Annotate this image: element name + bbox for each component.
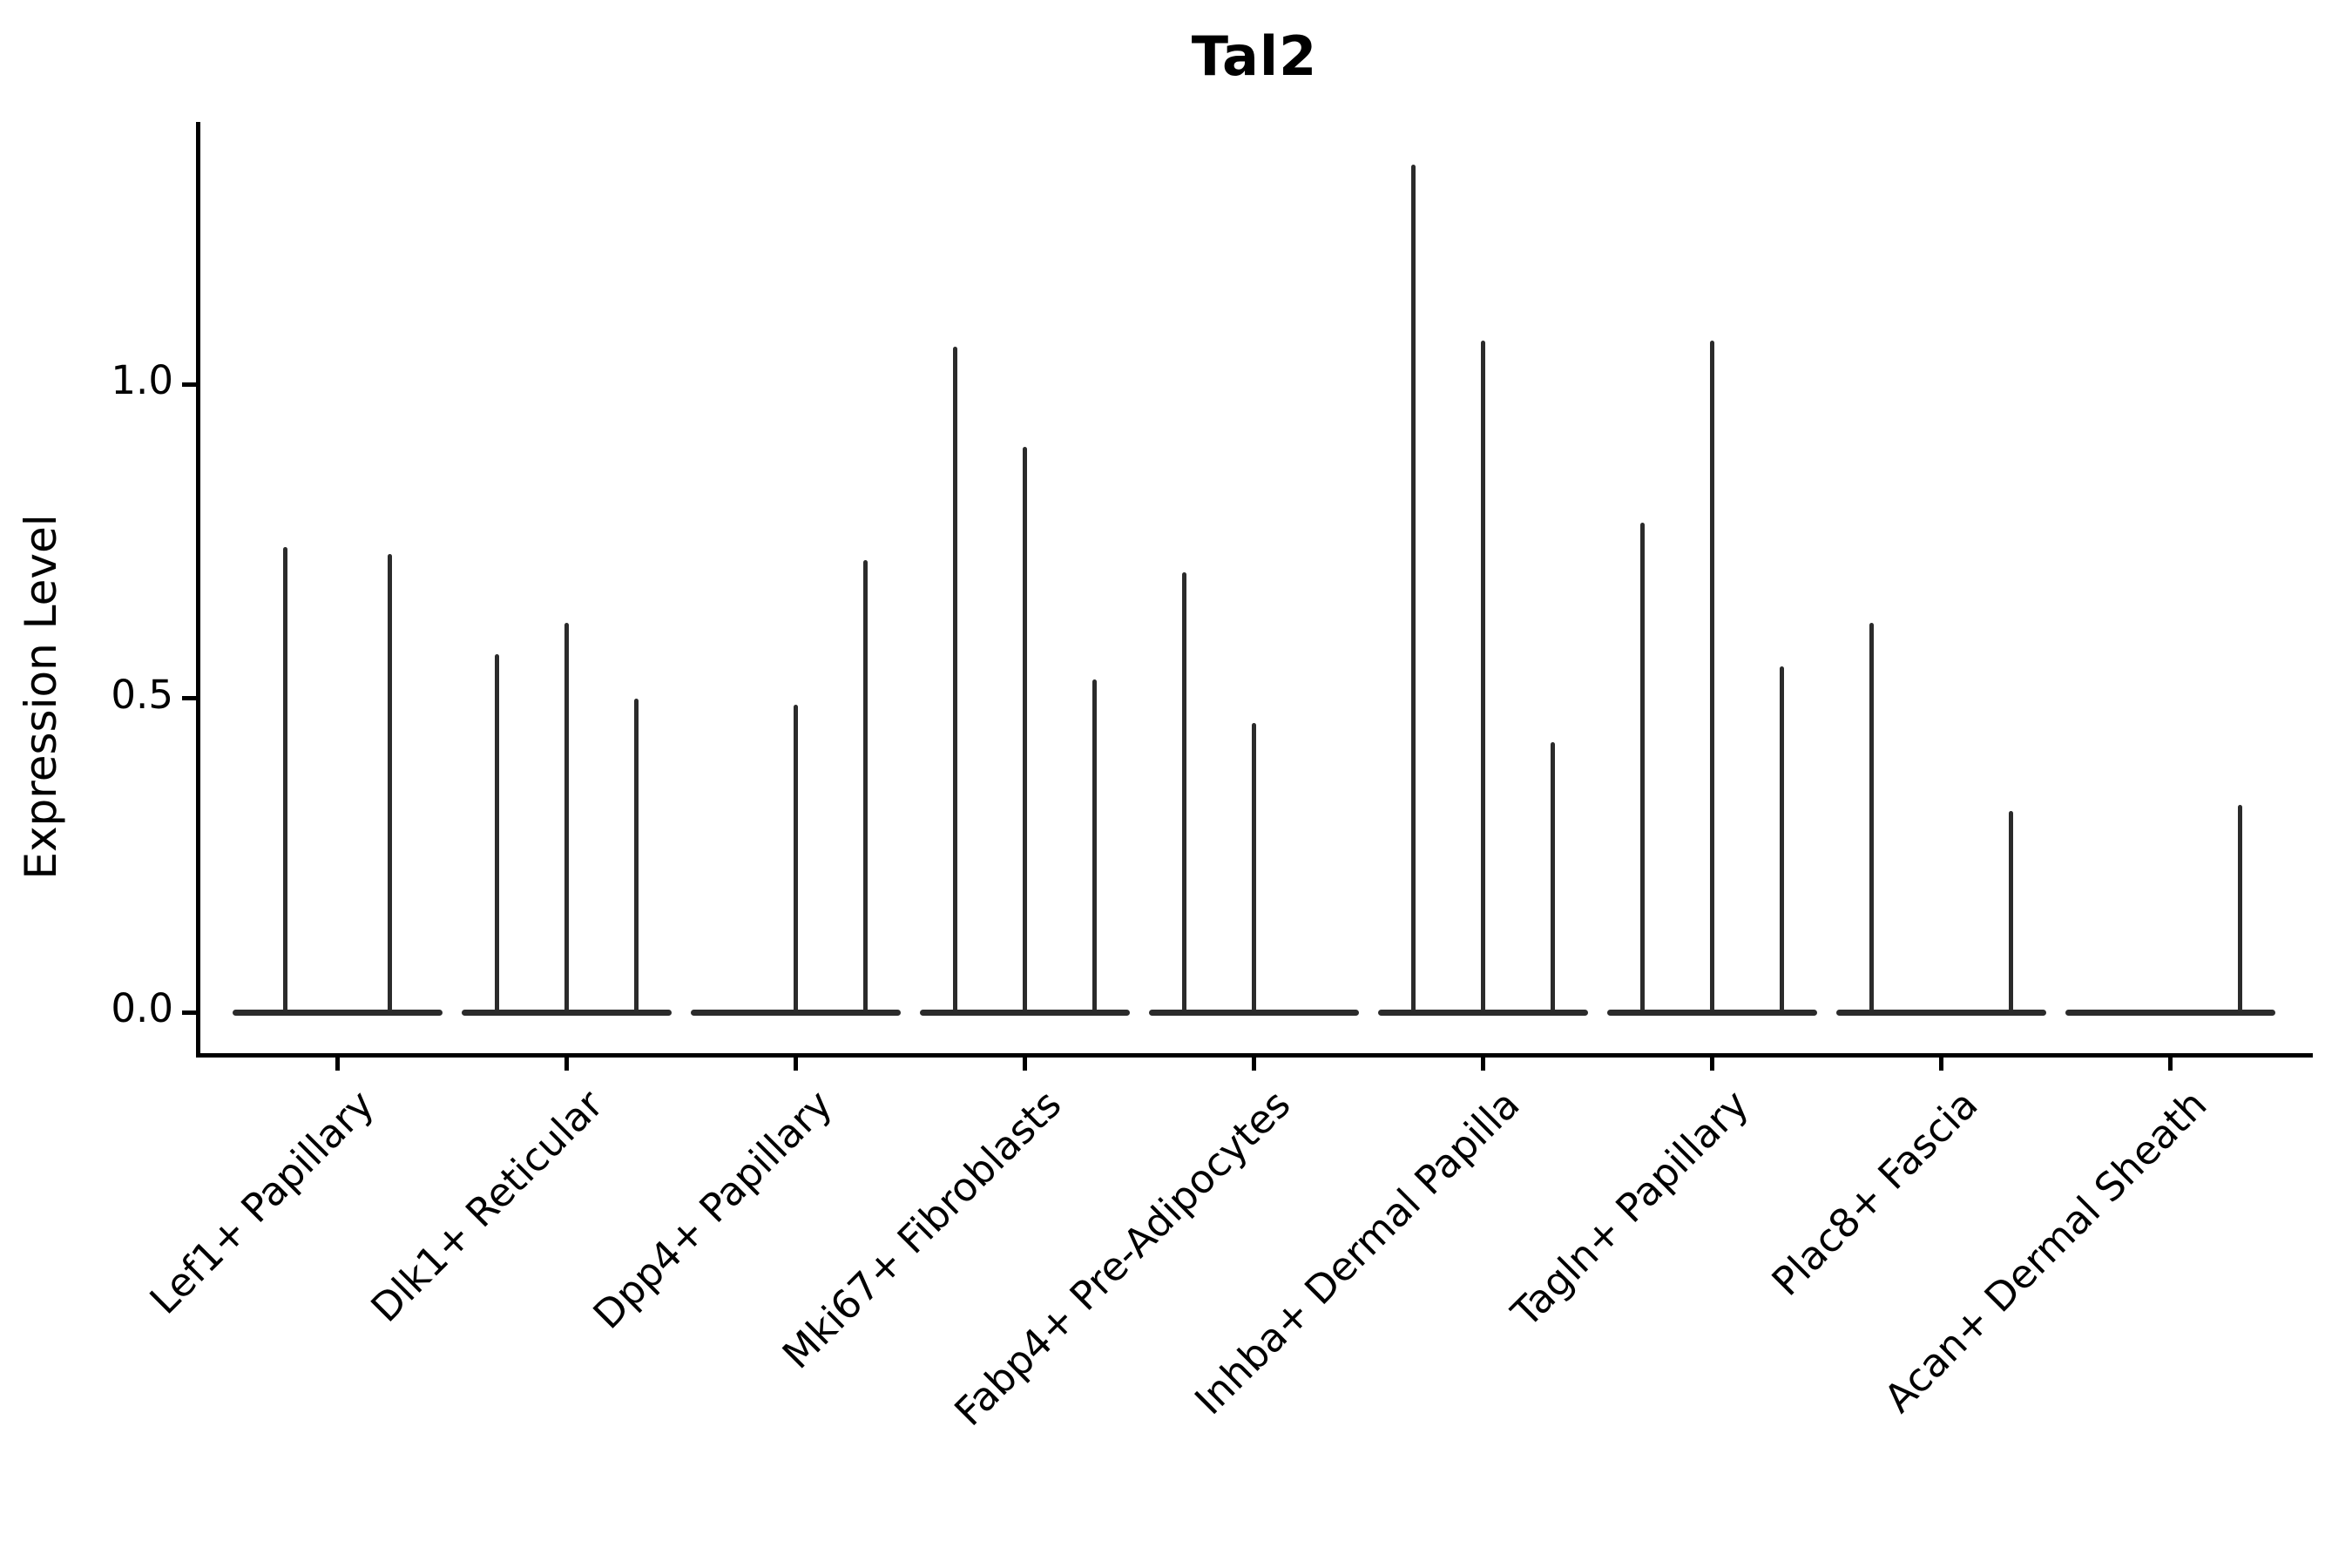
x-tick-label: Dpp4+ Papillary	[584, 1081, 841, 1338]
x-tick-mark	[1710, 1053, 1714, 1071]
violin-spike	[1410, 164, 1416, 1012]
violin-spike	[282, 547, 287, 1012]
y-tick-mark	[182, 1010, 196, 1015]
chart-title: Tal2	[1191, 24, 1318, 88]
violin-spike	[794, 704, 798, 1012]
violin-baseline	[2065, 1009, 2275, 1016]
x-tick-label: Lef1+ Papillary	[140, 1081, 382, 1323]
x-tick-label: Tagln+ Papillary	[1502, 1081, 1757, 1336]
violin-spike	[2009, 811, 2014, 1012]
violin-baseline	[233, 1009, 443, 1016]
violin-spike	[1252, 723, 1256, 1012]
violin-baseline	[920, 1009, 1130, 1016]
x-tick-mark	[1252, 1053, 1256, 1071]
violin-spike	[1869, 622, 1874, 1012]
violin-spike	[634, 698, 639, 1012]
x-tick-mark	[564, 1053, 569, 1071]
violin-spike	[1092, 679, 1098, 1012]
violin-spike	[1639, 522, 1645, 1012]
y-tick-mark	[182, 696, 196, 700]
x-tick-mark	[2168, 1053, 2173, 1071]
x-tick-label: Dlk1+ Reticular	[362, 1081, 612, 1331]
x-tick-mark	[794, 1053, 798, 1071]
violin-spike	[2238, 805, 2243, 1012]
y-tick-label: 1.0	[111, 357, 173, 403]
y-tick-label: 0.5	[111, 671, 173, 718]
violin-baseline	[462, 1009, 672, 1016]
violin-spike	[1780, 666, 1785, 1012]
violin-baseline	[1378, 1009, 1588, 1016]
violin-baseline	[1836, 1009, 2046, 1016]
violin-spike	[564, 622, 569, 1012]
y-axis-spine	[196, 122, 200, 1058]
violin-spike	[1181, 572, 1186, 1012]
violin-baseline	[691, 1009, 901, 1016]
x-tick-label: Plac8+ Fascia	[1762, 1081, 1986, 1305]
y-tick-label: 0.0	[111, 985, 173, 1031]
x-tick-mark	[1939, 1053, 1943, 1071]
violin-baseline	[1607, 1009, 1817, 1016]
x-tick-mark	[1023, 1053, 1027, 1071]
violin-spike	[1710, 340, 1714, 1012]
violin-spike	[1023, 447, 1027, 1012]
violin-spike	[952, 346, 957, 1012]
x-tick-mark	[1481, 1053, 1485, 1071]
violin-spike	[1481, 340, 1485, 1012]
violin-spike	[388, 553, 393, 1012]
violin-spike	[494, 654, 499, 1012]
y-tick-mark	[182, 382, 196, 387]
violin-spike	[863, 559, 868, 1012]
violin-baseline	[1149, 1009, 1359, 1016]
x-tick-mark	[335, 1053, 340, 1071]
violin-spike	[1551, 741, 1556, 1012]
